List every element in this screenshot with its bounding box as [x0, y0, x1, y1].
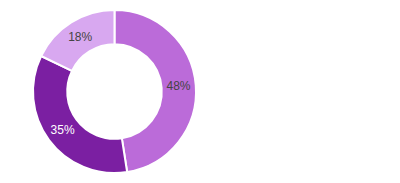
svg-text:48%: 48% — [167, 79, 191, 93]
svg-text:18%: 18% — [68, 30, 92, 44]
svg-text:35%: 35% — [51, 123, 75, 137]
